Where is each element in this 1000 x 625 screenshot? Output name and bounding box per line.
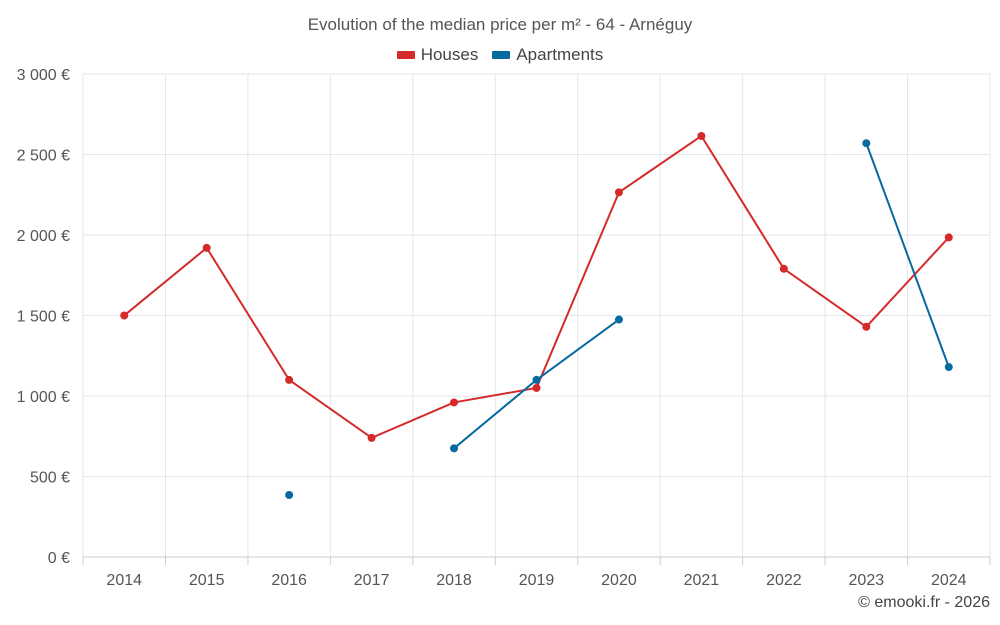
data-point-houses (202, 243, 211, 252)
data-point-houses (862, 322, 871, 331)
legend-label-apartments: Apartments (516, 45, 604, 64)
legend-label-houses: Houses (420, 45, 479, 64)
y-tick-label: 1 000 € (17, 389, 70, 406)
data-point-houses (450, 398, 459, 407)
data-point-houses (697, 131, 706, 140)
y-tick-label: 2 500 € (17, 148, 70, 165)
data-point-houses (614, 188, 623, 197)
data-point-apartments (614, 315, 623, 324)
data-point-houses (367, 433, 376, 442)
data-point-houses (120, 311, 129, 320)
data-point-apartments (285, 491, 294, 500)
data-point-houses (285, 375, 294, 384)
x-tick-label: 2024 (931, 572, 967, 589)
data-point-apartments (862, 139, 871, 148)
x-tick-label: 2021 (684, 572, 720, 589)
y-tick-label: 3 000 € (17, 67, 70, 84)
legend-swatch-apartments (492, 51, 511, 59)
x-tick-label: 2017 (354, 572, 390, 589)
chart-title: Evolution of the median price per m² - 6… (307, 15, 693, 34)
legend: Houses Apartments (0, 45, 1000, 65)
x-tick-label: 2022 (766, 572, 802, 589)
x-tick-label: 2016 (271, 572, 307, 589)
series-line-apartments (865, 142, 950, 368)
x-tick-label: 2015 (189, 572, 225, 589)
y-tick-label: 0 € (48, 550, 70, 567)
y-tick-label: 2 000 € (17, 228, 70, 245)
x-tick-label: 2018 (436, 572, 472, 589)
legend-item-houses[interactable]: Houses (396, 45, 479, 65)
series-line-apartments (453, 318, 620, 450)
x-tick-label: 2020 (601, 572, 637, 589)
x-tick-label: 2019 (519, 572, 555, 589)
data-point-houses (532, 383, 541, 392)
data-point-apartments (450, 444, 459, 453)
x-tick-label: 2023 (849, 572, 885, 589)
data-point-houses (779, 264, 788, 273)
data-point-apartments (944, 363, 953, 372)
legend-swatch-houses (396, 51, 415, 59)
x-tick-label: 2014 (106, 572, 142, 589)
legend-item-apartments[interactable]: Apartments (492, 45, 603, 65)
data-point-apartments (532, 375, 541, 384)
credit-text: © emooki.fr - 2026 (858, 594, 990, 611)
y-tick-label: 1 500 € (17, 309, 70, 326)
y-tick-label: 500 € (30, 470, 70, 487)
data-point-houses (944, 233, 953, 242)
